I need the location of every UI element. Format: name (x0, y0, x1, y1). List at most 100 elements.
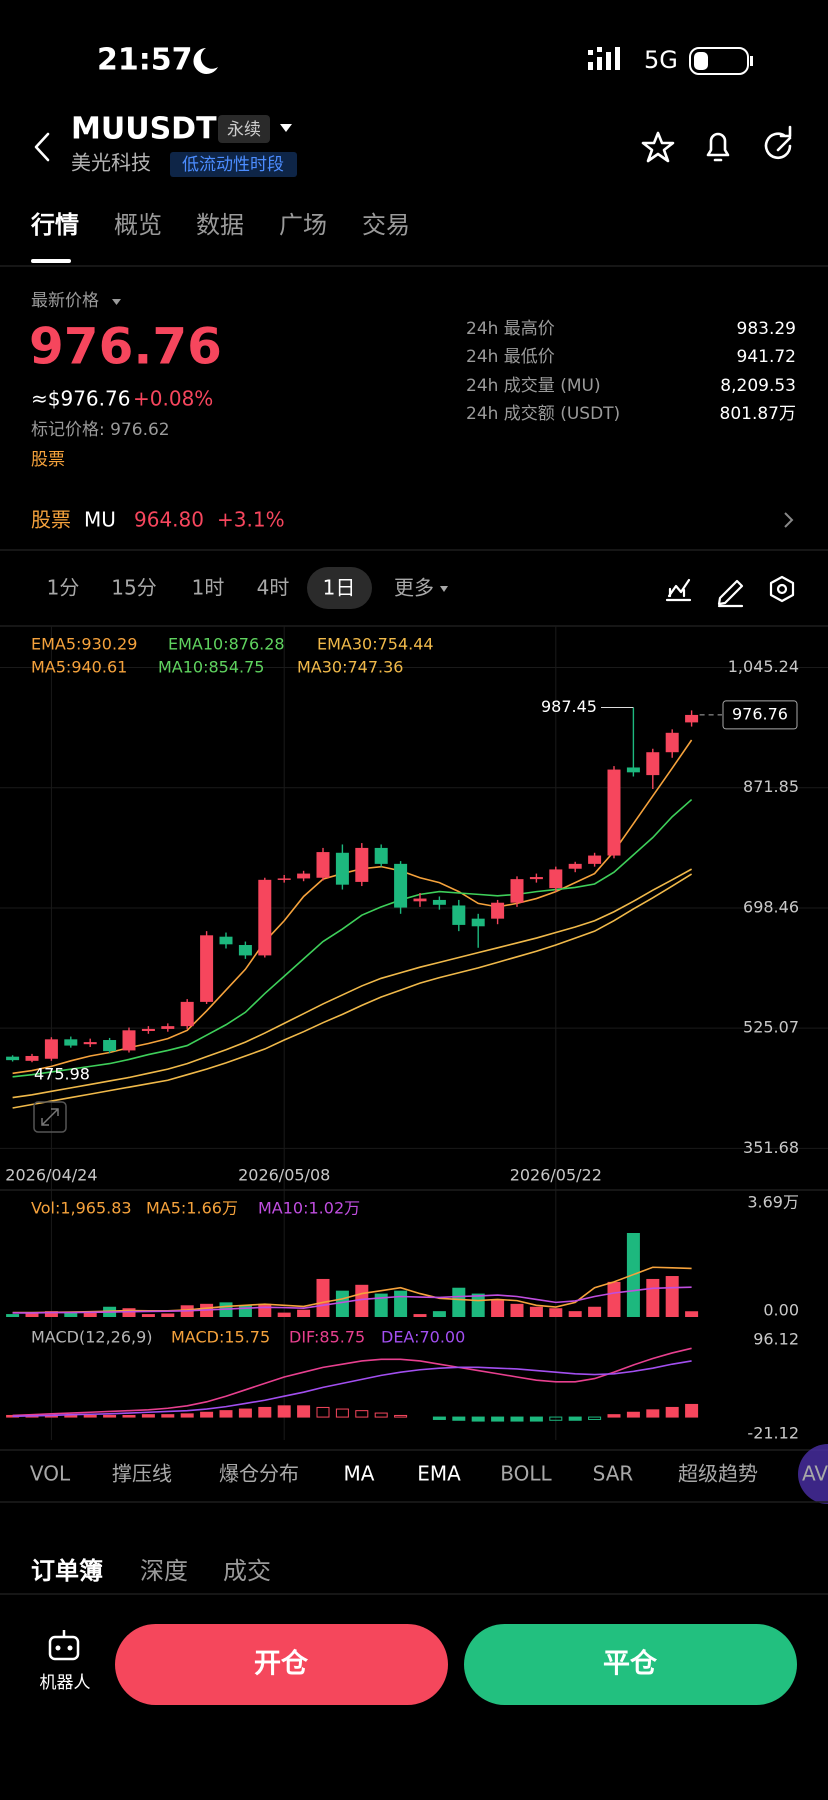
volume-bar (549, 1308, 563, 1317)
candle-body (83, 1042, 97, 1045)
macd-bar (200, 1411, 214, 1418)
candle-body (316, 852, 330, 878)
charts: 2026/04/24 2026/05/08 2026/05/22 351.68 525.… (0, 626, 828, 1443)
macd-bar (219, 1410, 233, 1418)
candle-body (549, 869, 563, 889)
price-label-dropdown[interactable] (112, 299, 121, 305)
stat-value: 983.29 (737, 319, 796, 339)
candle-body (103, 1040, 117, 1052)
indicator-tab[interactable]: MA (344, 1462, 375, 1486)
volume-bar (277, 1312, 291, 1317)
legend-entry: EMA10:876.28 (168, 635, 285, 654)
indicator-tab[interactable]: 超级趋势 (678, 1462, 758, 1486)
stat-label: 24h 最低价 (466, 347, 555, 367)
macd-bar (646, 1409, 660, 1418)
indicator-tab[interactable]: SAR (593, 1462, 634, 1486)
tab[interactable]: 交易 (362, 211, 410, 239)
orderbook-tab[interactable]: 成交 (223, 1557, 271, 1585)
orderbook-tab[interactable]: 订单簿 (31, 1557, 103, 1585)
indicator-button[interactable] (665, 578, 692, 602)
open-button[interactable] (115, 1624, 448, 1705)
interval[interactable]: 4时 (257, 576, 290, 600)
y-tick-label: 698.46 (743, 897, 799, 916)
indicator-bubble[interactable] (798, 1444, 828, 1504)
candle-body (588, 855, 602, 864)
volume-bar (529, 1306, 543, 1317)
x-tick-label: 2026/05/22 (510, 1166, 602, 1185)
tab[interactable]: 行情 (30, 211, 79, 239)
candle-body (471, 918, 485, 927)
settings-button[interactable] (769, 575, 795, 603)
close-button[interactable] (464, 1624, 797, 1705)
back-button[interactable] (34, 132, 50, 162)
mark-price: 标记价格: 976.62 (31, 420, 170, 440)
macd-bar (238, 1408, 252, 1418)
macd-bar (529, 1416, 543, 1422)
candle-body (510, 879, 524, 903)
battery-level (694, 52, 708, 70)
legend-entry: MA5:1.66万 (146, 1199, 238, 1218)
indicator-bar: VOL 撑压线 爆仓分布 MA EMA BOLL SAR 超级趋势 AV (30, 1462, 828, 1486)
asset-type[interactable]: 股票 (31, 450, 65, 470)
indicator-tab[interactable]: VOL (30, 1462, 71, 1486)
volume-bar (413, 1314, 427, 1317)
favorite-button[interactable] (641, 131, 675, 163)
candle-body (568, 863, 582, 869)
contract-tag[interactable]: 永续 (227, 120, 261, 140)
indicator-tab[interactable]: AV (802, 1462, 828, 1486)
indicator-line (12, 1360, 692, 1418)
interval[interactable]: 15分 (111, 576, 156, 600)
candle-body (626, 767, 640, 773)
interval[interactable]: 更多 (394, 576, 434, 600)
macd-bar (432, 1416, 446, 1420)
price-label[interactable]: 最新价格 (31, 291, 99, 311)
stat-label: 24h 成交量 (MU) (466, 376, 601, 396)
macd-bar (374, 1412, 388, 1418)
contract-tag-bg (218, 115, 270, 143)
stock-tag: 股票 (31, 508, 71, 532)
stock-link[interactable] (784, 512, 794, 528)
draw-button[interactable] (717, 579, 744, 608)
candle-body (646, 752, 660, 776)
indicator-tab[interactable]: 撑压线 (112, 1462, 172, 1486)
y-tick-label: -21.12 (747, 1424, 799, 1443)
expand-button[interactable] (33, 1101, 67, 1133)
indicator-tab[interactable]: BOLL (500, 1462, 552, 1486)
volume-bar (588, 1306, 602, 1317)
candle-body (122, 1030, 136, 1051)
volume-bar (122, 1308, 136, 1317)
tab[interactable]: 广场 (279, 211, 327, 239)
volume-bar (665, 1276, 679, 1317)
interval[interactable]: 1时 (192, 576, 225, 600)
indicator-tab[interactable]: EMA (417, 1462, 461, 1486)
volume-bar (238, 1305, 252, 1317)
usd-price: ≈$976.76 (31, 387, 130, 411)
indicator-tab[interactable]: 爆仓分布 (219, 1462, 299, 1486)
share-button[interactable] (764, 125, 792, 160)
tab[interactable]: 概览 (114, 211, 162, 239)
macd-bar (258, 1406, 272, 1418)
x-tick-label: 2026/04/24 (5, 1166, 97, 1185)
candle-body (238, 945, 252, 956)
symbol-dropdown[interactable] (280, 124, 292, 132)
y-tick-label: 3.69万 (747, 1193, 799, 1212)
asset-name: 美光科技 (71, 151, 151, 175)
alert-button[interactable] (706, 132, 730, 162)
interval[interactable]: 1日 (323, 576, 356, 600)
volume-bar (394, 1290, 408, 1317)
tab[interactable]: 数据 (196, 211, 244, 239)
robot-label[interactable]: 机器人 (40, 1673, 91, 1693)
moon-icon (193, 48, 218, 74)
orderbook-tab[interactable]: 深度 (140, 1557, 188, 1585)
legend-entry: MACD(12,26,9) (31, 1328, 153, 1347)
legend-entry: MA30:747.36 (297, 658, 403, 677)
macd-bar (626, 1411, 640, 1418)
legend-entry: EMA30:754.44 (317, 635, 434, 654)
candle-body (277, 878, 291, 880)
interval[interactable]: 1分 (47, 576, 80, 600)
more-dropdown[interactable] (440, 586, 448, 592)
y-tick-label: 1,045.24 (728, 657, 799, 676)
stat-value: 8,209.53 (720, 376, 796, 396)
last-price-box (722, 700, 798, 730)
battery-tip (750, 56, 753, 66)
